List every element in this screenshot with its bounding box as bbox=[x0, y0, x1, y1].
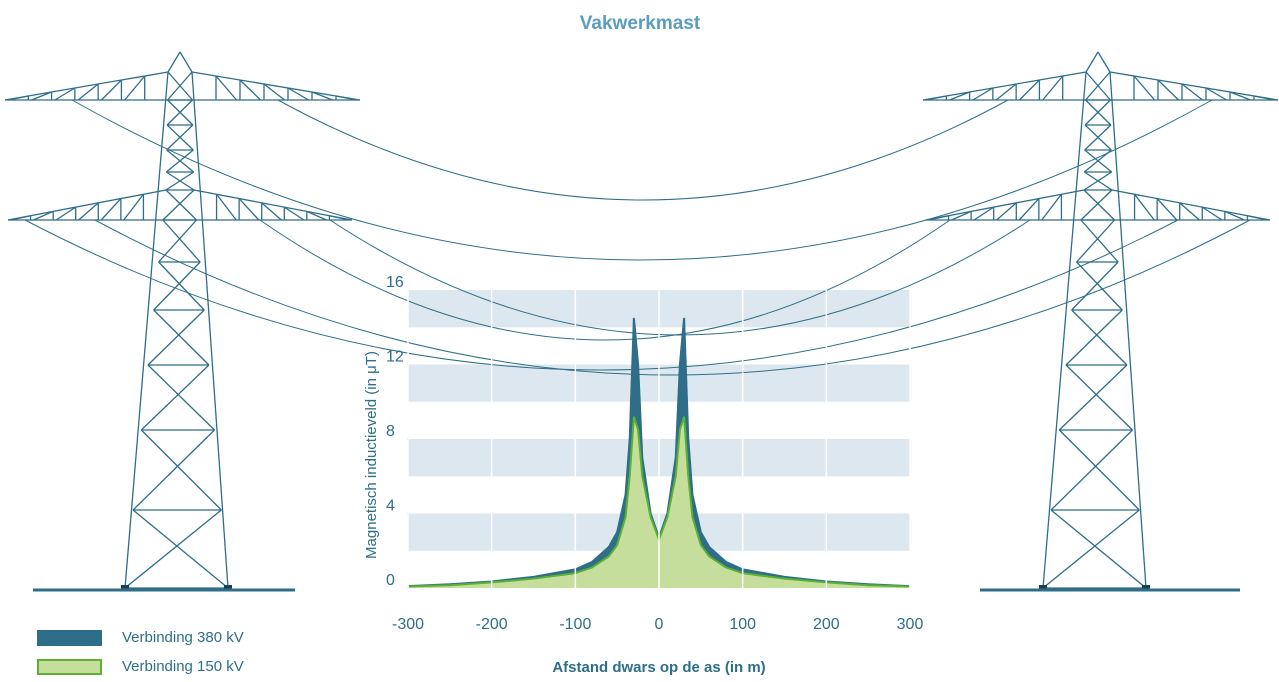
wires bbox=[25, 100, 1250, 375]
x-tick-label: 300 bbox=[897, 616, 924, 633]
tower-strut bbox=[1051, 510, 1146, 588]
tower-foot bbox=[1142, 585, 1150, 589]
legend-label: Verbinding 380 kV bbox=[122, 629, 244, 646]
tower-strut bbox=[192, 72, 360, 100]
x-tick-label: 200 bbox=[813, 616, 840, 633]
tower-strut bbox=[163, 220, 200, 262]
tower-strut bbox=[154, 310, 209, 365]
tower-strut bbox=[125, 510, 221, 588]
wire bbox=[278, 100, 1008, 200]
x-tick-label: -200 bbox=[476, 616, 508, 633]
tower-strut bbox=[141, 430, 221, 510]
tower-strut bbox=[1066, 365, 1133, 430]
tower-strut bbox=[1043, 510, 1139, 588]
tower-strut bbox=[1066, 310, 1122, 365]
x-tick-label: 100 bbox=[729, 616, 756, 633]
tower-strut bbox=[1072, 310, 1127, 365]
tower-strut bbox=[1059, 430, 1139, 510]
tower-strut bbox=[1134, 76, 1155, 100]
tower-foot bbox=[121, 585, 129, 589]
tower-strut bbox=[1081, 220, 1118, 262]
tower-strut bbox=[5, 72, 168, 100]
tower-strut bbox=[1084, 190, 1115, 220]
tower-strut bbox=[180, 52, 192, 72]
tower-strut bbox=[1086, 52, 1098, 72]
tower-strut bbox=[1110, 72, 1278, 100]
tower-strut bbox=[159, 262, 205, 310]
tower-strut bbox=[133, 430, 214, 510]
tower-strut bbox=[148, 310, 204, 365]
chart-title: Vakwerkmast bbox=[580, 13, 701, 34]
tower-foot bbox=[224, 585, 232, 589]
y-tick-label: 8 bbox=[386, 423, 395, 440]
tower-strut bbox=[154, 262, 201, 310]
y-tick-label: 12 bbox=[386, 349, 404, 366]
x-tick-label: -100 bbox=[559, 616, 591, 633]
tower-strut bbox=[168, 52, 180, 72]
y-tick-label: 4 bbox=[386, 498, 395, 515]
tower-strut bbox=[124, 194, 144, 220]
tower-strut bbox=[125, 76, 145, 100]
tower-strut bbox=[1135, 194, 1155, 220]
tower-strut bbox=[1042, 194, 1062, 220]
tower bbox=[923, 52, 1278, 589]
tower-strut bbox=[194, 190, 352, 220]
y-tick-label: 0 bbox=[386, 572, 395, 589]
tower-strut bbox=[1112, 190, 1270, 220]
tower-strut bbox=[148, 365, 215, 430]
chart: Vakwerkmast -300 -200 -100 0 100 200 300 0 4 8 12 1… bbox=[0, 0, 1279, 682]
wire bbox=[72, 100, 1212, 260]
tower-strut bbox=[1077, 262, 1123, 310]
y-tick-label: 16 bbox=[386, 274, 404, 291]
x-axis-title: Afstand dwars op de as (in m) bbox=[552, 659, 765, 676]
tower-strut bbox=[163, 190, 194, 220]
x-tick-label: -300 bbox=[392, 616, 424, 633]
y-axis-title: Magnetisch inductieveld (in μT) bbox=[363, 351, 380, 559]
tower bbox=[5, 52, 360, 589]
legend: Verbinding 380 kV Verbinding 150 kV bbox=[38, 629, 244, 675]
tower-strut bbox=[1051, 430, 1132, 510]
tower-strut bbox=[217, 194, 237, 220]
tower-strut bbox=[159, 220, 197, 262]
tower-strut bbox=[141, 365, 209, 430]
tower-strut bbox=[1077, 220, 1115, 262]
legend-swatch bbox=[38, 631, 101, 645]
tower-strut bbox=[1043, 76, 1063, 100]
tower-foot bbox=[1039, 585, 1047, 589]
tower-strut bbox=[8, 190, 166, 220]
legend-label: Verbinding 150 kV bbox=[122, 658, 244, 675]
tower-strut bbox=[1098, 52, 1110, 72]
x-tick-label: 0 bbox=[655, 616, 664, 633]
tower-strut bbox=[923, 72, 1086, 100]
tower-strut bbox=[216, 76, 237, 100]
tower-strut bbox=[1059, 365, 1127, 430]
tower-strut bbox=[1081, 190, 1112, 220]
tower-strut bbox=[166, 190, 197, 220]
tower-strut bbox=[133, 510, 228, 588]
legend-swatch bbox=[38, 660, 101, 674]
